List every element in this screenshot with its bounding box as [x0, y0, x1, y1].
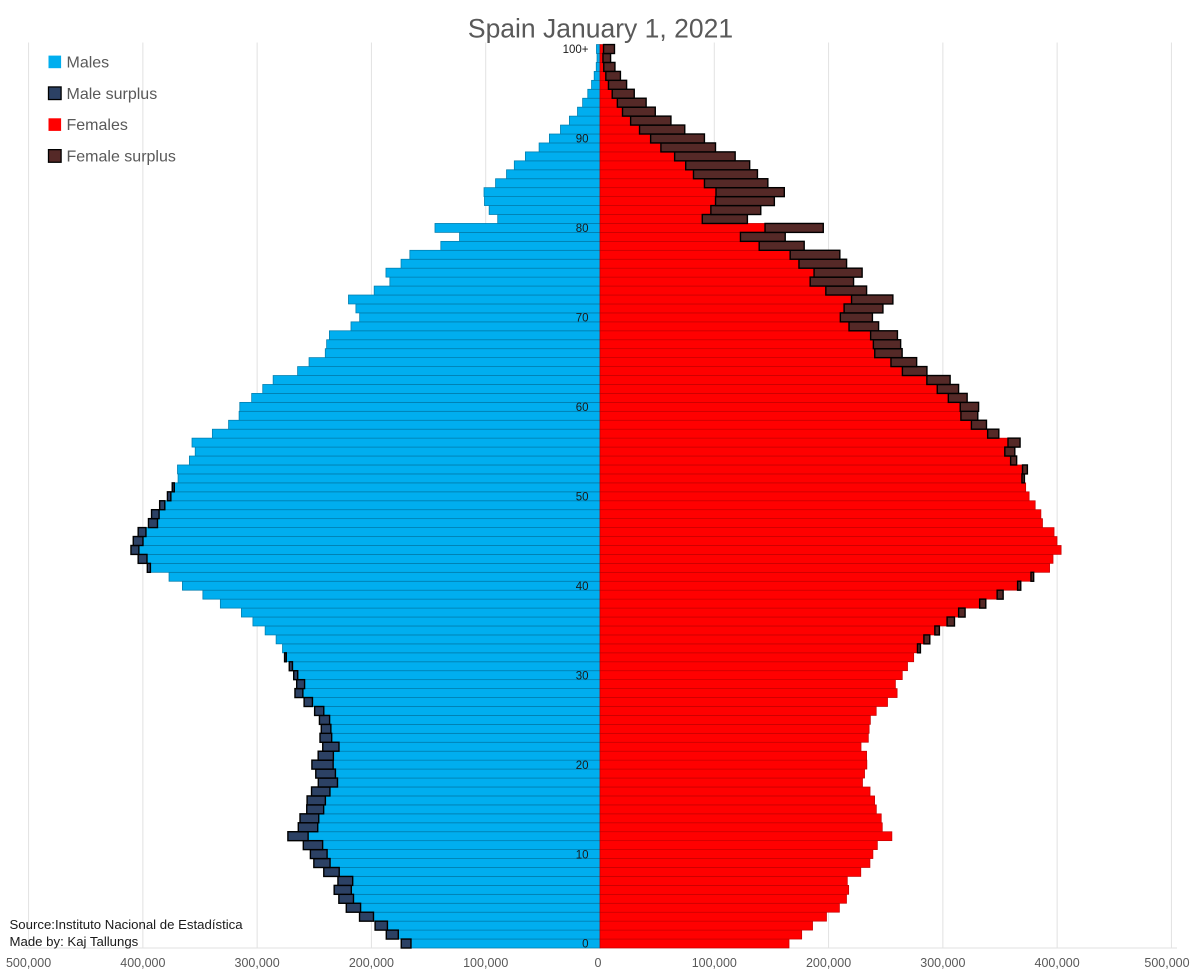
svg-text:40: 40: [576, 581, 589, 593]
svg-text:Source:Instituto Nacional de E: Source:Instituto Nacional de Estadística: [10, 917, 244, 932]
svg-text:300,000: 300,000: [920, 956, 965, 970]
svg-text:200,000: 200,000: [349, 956, 394, 970]
svg-text:70: 70: [576, 313, 589, 325]
svg-text:100,000: 100,000: [692, 956, 737, 970]
svg-text:80: 80: [576, 223, 589, 235]
svg-text:Females: Females: [67, 117, 128, 134]
svg-text:90: 90: [576, 134, 589, 146]
svg-text:300,000: 300,000: [235, 956, 280, 970]
svg-text:20: 20: [576, 760, 589, 772]
svg-text:50: 50: [576, 491, 589, 503]
svg-text:Spain January 1, 2021: Spain January 1, 2021: [468, 14, 733, 44]
svg-text:100,000: 100,000: [463, 956, 508, 970]
svg-text:Males: Males: [67, 55, 110, 72]
svg-text:10: 10: [576, 849, 589, 861]
svg-text:100+: 100+: [563, 44, 589, 56]
svg-text:0: 0: [595, 956, 602, 970]
svg-text:Made by: Kaj Tallungs: Made by: Kaj Tallungs: [10, 934, 139, 949]
svg-text:500,000: 500,000: [1144, 956, 1189, 970]
svg-text:400,000: 400,000: [120, 956, 165, 970]
svg-text:500,000: 500,000: [6, 956, 51, 970]
svg-text:200,000: 200,000: [806, 956, 851, 970]
svg-text:0: 0: [582, 939, 588, 951]
svg-text:Female surplus: Female surplus: [67, 149, 176, 166]
svg-text:400,000: 400,000: [1035, 956, 1080, 970]
svg-text:Male surplus: Male surplus: [67, 86, 158, 103]
svg-text:30: 30: [576, 670, 589, 682]
svg-text:60: 60: [576, 402, 589, 414]
